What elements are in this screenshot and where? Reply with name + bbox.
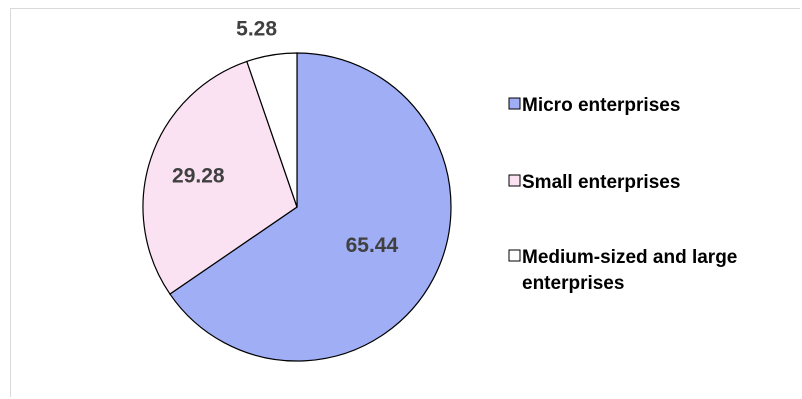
slice-labels: 65.44 29.28 5.28 (172, 18, 398, 257)
legend-swatch (508, 249, 521, 262)
legend-swatch (508, 174, 521, 187)
slice-value-label: 5.28 (236, 18, 277, 41)
legend-swatch (508, 97, 521, 110)
legend: Micro enterprises Small enterprises Medium… (508, 95, 737, 294)
slice-value-label: 29.28 (172, 165, 225, 188)
pie-slice-micro-enterprises (169, 52, 452, 362)
legend-label: Medium-sized and large enterprises (522, 247, 737, 294)
pie-slice-small-enterprises (142, 60, 298, 295)
slice-value-label: 65.44 (346, 234, 399, 257)
legend-label: Small enterprises (522, 172, 680, 193)
legend-label: Micro enterprises (522, 95, 680, 116)
chart-frame (10, 8, 800, 397)
pie-slice-medium-sized-and-large-enterprises (246, 52, 298, 208)
pie-slices (142, 52, 452, 362)
